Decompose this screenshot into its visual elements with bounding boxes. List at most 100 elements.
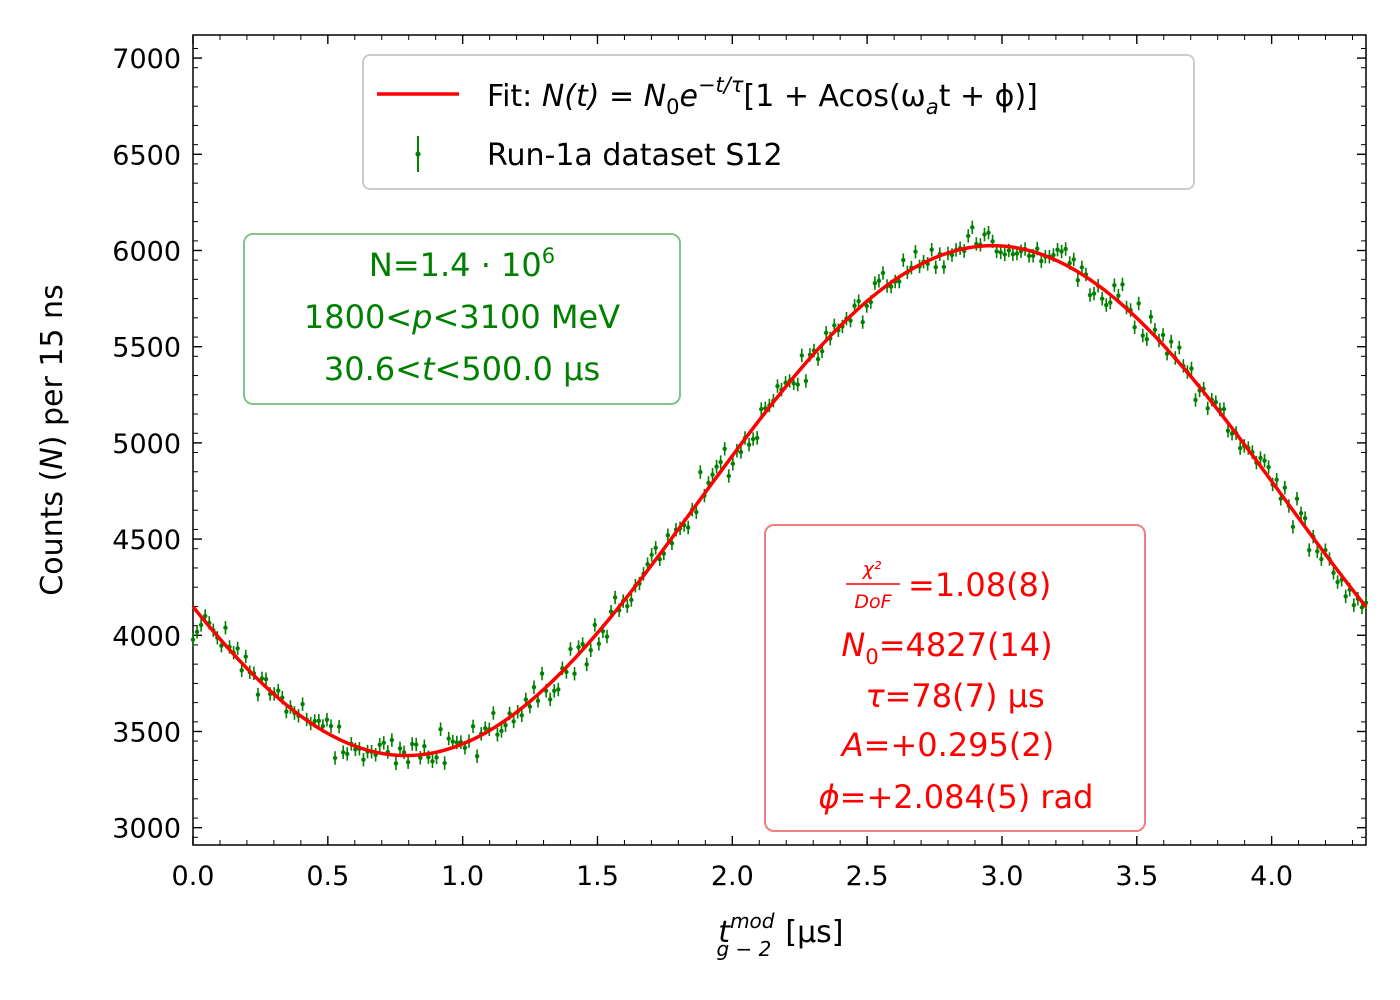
data-point-marker: [1132, 325, 1137, 330]
a-value: =+0.295(2): [864, 726, 1055, 764]
data-point: [1079, 260, 1085, 275]
data-point: [604, 629, 610, 644]
data-point: [759, 402, 764, 416]
data-point-marker: [580, 641, 585, 647]
chi2-value: =1.08(8): [908, 566, 1051, 604]
data-point: [726, 469, 731, 483]
data-point-marker: [194, 629, 200, 635]
data-point: [799, 348, 805, 363]
data-point: [1059, 244, 1064, 259]
data-point-marker: [430, 759, 435, 764]
data-point-marker: [791, 381, 796, 386]
data-point: [1225, 424, 1231, 438]
y-tick-label: 7000: [112, 44, 181, 75]
data-point-marker: [474, 754, 480, 759]
data-point-marker: [795, 382, 800, 387]
data-point: [393, 756, 399, 771]
data-point: [1168, 334, 1174, 349]
data-point: [1274, 473, 1279, 487]
data-point-marker: [832, 323, 837, 328]
data-point: [754, 431, 760, 445]
data-point: [795, 377, 800, 392]
data-point: [531, 680, 537, 694]
data-point: [665, 528, 671, 542]
legend-box: [362, 54, 1195, 190]
data-point-marker: [1298, 511, 1304, 516]
data-point-marker: [694, 509, 699, 515]
data-point-marker: [539, 671, 545, 676]
data-point-marker: [442, 760, 447, 766]
data-point: [1294, 491, 1300, 506]
data-point: [1351, 598, 1357, 612]
data-point-marker: [361, 757, 366, 762]
y-tick-label: 4000: [112, 621, 181, 652]
data-point-marker: [1063, 246, 1068, 252]
data-point-marker: [1160, 332, 1166, 338]
data-point-marker: [1205, 406, 1210, 411]
data-point-marker: [564, 669, 569, 675]
data-point: [823, 326, 829, 340]
data-point-marker: [685, 525, 691, 530]
data-point-marker: [604, 634, 610, 639]
data-point: [499, 724, 504, 738]
data-point: [1039, 254, 1044, 268]
data-point: [941, 260, 947, 274]
data-point: [1091, 286, 1097, 301]
data-point: [381, 736, 386, 750]
data-point-marker: [552, 688, 557, 694]
y-tick-label: 6500: [112, 140, 181, 171]
data-point: [1205, 401, 1210, 416]
data-point-marker: [405, 759, 411, 765]
data-point: [856, 294, 861, 308]
data-point-marker: [1104, 302, 1109, 308]
data-point-marker: [1051, 252, 1056, 258]
data-point-marker: [1035, 246, 1040, 251]
a-line: A=+0.295(2): [840, 726, 1054, 764]
data-point-marker: [393, 761, 399, 766]
data-point: [966, 229, 971, 243]
data-point: [933, 260, 938, 274]
data-point-marker: [1225, 428, 1231, 433]
data-point-marker: [1315, 549, 1320, 554]
data-point-marker: [823, 330, 829, 336]
legend-fit-sub2: a: [926, 95, 939, 119]
data-point-marker: [1189, 366, 1194, 371]
data-point-marker: [986, 230, 991, 235]
green-info-line3-b: <500.0 μs: [434, 350, 600, 388]
data-point-marker: [966, 233, 971, 239]
green-info-line1-exp: 6: [542, 244, 555, 268]
data-point: [698, 465, 703, 479]
data-point-marker: [1343, 594, 1348, 599]
data-point-marker: [612, 595, 618, 600]
data-point-marker: [1359, 605, 1365, 610]
data-point: [860, 315, 865, 329]
chi2-denominator: DoF: [854, 591, 892, 613]
data-point-marker: [819, 349, 825, 354]
legend: Fit: N(t) = N0e−t/τ[1 + Acos(ωat + ϕ)] R…: [362, 54, 1195, 190]
data-point-marker: [499, 728, 504, 734]
data-point: [1144, 332, 1150, 346]
data-point: [340, 745, 346, 760]
data-point-marker: [852, 303, 857, 308]
data-point: [730, 456, 736, 471]
tau-value: =78(7) μs: [885, 677, 1045, 715]
y-axis-title-pre: Counts (: [35, 470, 70, 596]
data-series: [190, 220, 1369, 771]
legend-fit-rhs: [1 + Acos(ω: [744, 79, 926, 114]
y-tick-label: 4500: [112, 525, 181, 556]
green-info-line1-main: N=1.4 · 10: [369, 246, 542, 284]
data-point: [414, 737, 419, 752]
legend-fit-label: Fit: N(t) = N0e−t/τ[1 + Acos(ωat + ϕ)]: [487, 73, 1038, 119]
data-point-marker: [726, 473, 731, 479]
data-point: [649, 548, 654, 562]
x-axis-title-unit: [μs]: [785, 915, 843, 950]
legend-fit-end: t + ϕ)]: [939, 79, 1038, 114]
x-tick-labels: 0.0 0.5 1.0 1.5 2.0 2.5 3.0 3.5 4.0: [172, 861, 1294, 892]
data-point: [974, 237, 979, 251]
data-point: [775, 379, 780, 393]
data-point: [1266, 460, 1271, 474]
data-point-marker: [653, 545, 658, 551]
minor-ticks: [193, 35, 1366, 845]
data-point-marker: [1294, 496, 1300, 501]
n0-var: N: [841, 626, 865, 664]
